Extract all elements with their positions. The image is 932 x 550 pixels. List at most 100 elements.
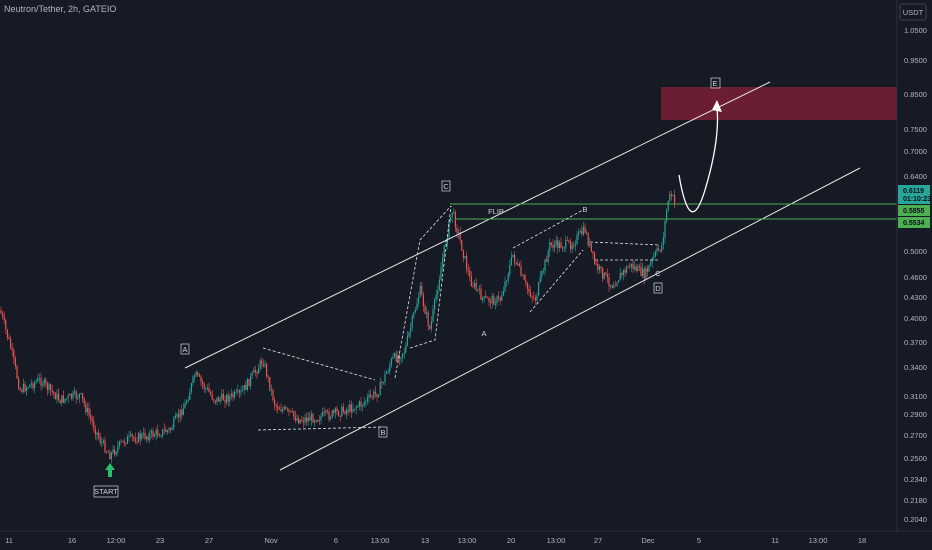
candle-body <box>248 378 250 387</box>
target-zone <box>661 87 897 120</box>
candle-body <box>630 263 632 267</box>
candle-body <box>186 401 188 404</box>
candle-body <box>168 428 170 431</box>
candle-body <box>582 226 584 235</box>
candle-body <box>245 384 247 390</box>
candle-body <box>90 415 92 419</box>
candle-body <box>219 398 221 402</box>
price-tick-label: 0.9500 <box>904 56 927 65</box>
candle-body <box>107 451 109 453</box>
candle-body <box>389 365 391 372</box>
candle-body <box>397 355 399 362</box>
candle-body <box>286 408 288 410</box>
candle-body <box>662 237 664 245</box>
candle-body <box>373 391 375 398</box>
candle-body <box>651 258 653 263</box>
label-b1: B <box>380 428 385 437</box>
candle-body <box>150 430 152 434</box>
candle-body <box>554 244 556 248</box>
candle-body <box>386 372 388 374</box>
candle-body <box>384 373 386 383</box>
candle-body <box>282 409 284 412</box>
candle-body <box>254 369 256 373</box>
candle-body <box>70 393 72 399</box>
candle-body <box>162 429 164 437</box>
candle-body <box>469 271 471 277</box>
candle-body <box>194 376 196 378</box>
candle-body <box>336 408 338 412</box>
candle-body <box>256 372 258 374</box>
candle-body <box>435 294 437 300</box>
time-tick-label: 13:00 <box>371 536 390 545</box>
candle-body <box>174 416 176 419</box>
candle-body <box>477 289 479 291</box>
candle-body <box>154 434 156 437</box>
candle-body <box>461 240 463 251</box>
candle-body <box>290 411 292 412</box>
time-tick-label: 13:00 <box>547 536 566 545</box>
candle-body <box>5 320 7 330</box>
candle-body <box>632 263 634 269</box>
candle-body <box>205 388 207 389</box>
candle-body <box>381 382 383 384</box>
time-axis[interactable]: 11 16 12:00 23 27 Nov 6 13:00 13 13:00 20 13:00 27 De… <box>5 536 866 545</box>
candle-body <box>507 274 509 282</box>
candle-body <box>218 397 220 402</box>
candle-body <box>50 384 52 391</box>
time-tick-label: 6 <box>334 536 338 545</box>
candle-body <box>280 409 282 412</box>
candle-body <box>627 266 629 268</box>
candle-body <box>538 282 540 296</box>
candle-body <box>515 262 517 264</box>
candle-body <box>493 296 495 305</box>
candle-body <box>261 360 263 365</box>
candle-body <box>230 393 232 397</box>
candle-body <box>80 393 82 394</box>
candle-body <box>394 353 396 357</box>
candle-body <box>78 393 80 398</box>
candle-body <box>443 245 445 259</box>
candle-body <box>608 277 610 287</box>
candle-body <box>613 285 615 288</box>
candle-body <box>106 451 108 453</box>
candle-body <box>499 297 501 301</box>
label-b2: B <box>582 205 587 214</box>
symbol-title: Neutron/Tether, 2h, GATEIO <box>4 4 116 14</box>
candle-body <box>546 259 548 262</box>
candle-body <box>291 411 293 412</box>
candle-body <box>456 227 458 233</box>
candle-body <box>232 393 234 398</box>
price-tick-label: 0.3700 <box>904 338 927 347</box>
price-tick-label: 0.2040 <box>904 515 927 524</box>
price-axis[interactable]: 1.0500 0.9500 0.8500 0.7500 0.7000 0.6400 0.55… <box>904 26 927 524</box>
candle-body <box>448 220 450 238</box>
candle-body <box>11 348 13 351</box>
candle-body <box>616 282 618 286</box>
candle-body <box>166 430 168 433</box>
candle-body <box>480 288 482 300</box>
candle-body <box>555 240 557 245</box>
candle-body <box>48 384 50 390</box>
candle-body <box>125 443 127 445</box>
candle-body <box>19 388 21 391</box>
candle-body <box>75 391 77 399</box>
candle-body <box>259 360 261 369</box>
candle-body <box>160 436 162 437</box>
candle-body <box>29 384 31 388</box>
candle-body <box>285 407 287 409</box>
candle-body <box>253 369 255 373</box>
candle-body <box>61 395 63 404</box>
candle-body <box>157 429 159 436</box>
candle-body <box>434 299 436 310</box>
price-tick-label: 0.6400 <box>904 172 927 181</box>
candle-body <box>640 266 642 276</box>
candle-body <box>181 409 183 416</box>
candle-body <box>371 396 373 398</box>
candle-body <box>366 397 368 402</box>
currency-button[interactable] <box>899 3 927 21</box>
candle-body <box>32 383 34 389</box>
time-tick-label: 20 <box>507 536 515 545</box>
candle-body <box>568 240 570 243</box>
candle-body <box>200 376 202 382</box>
